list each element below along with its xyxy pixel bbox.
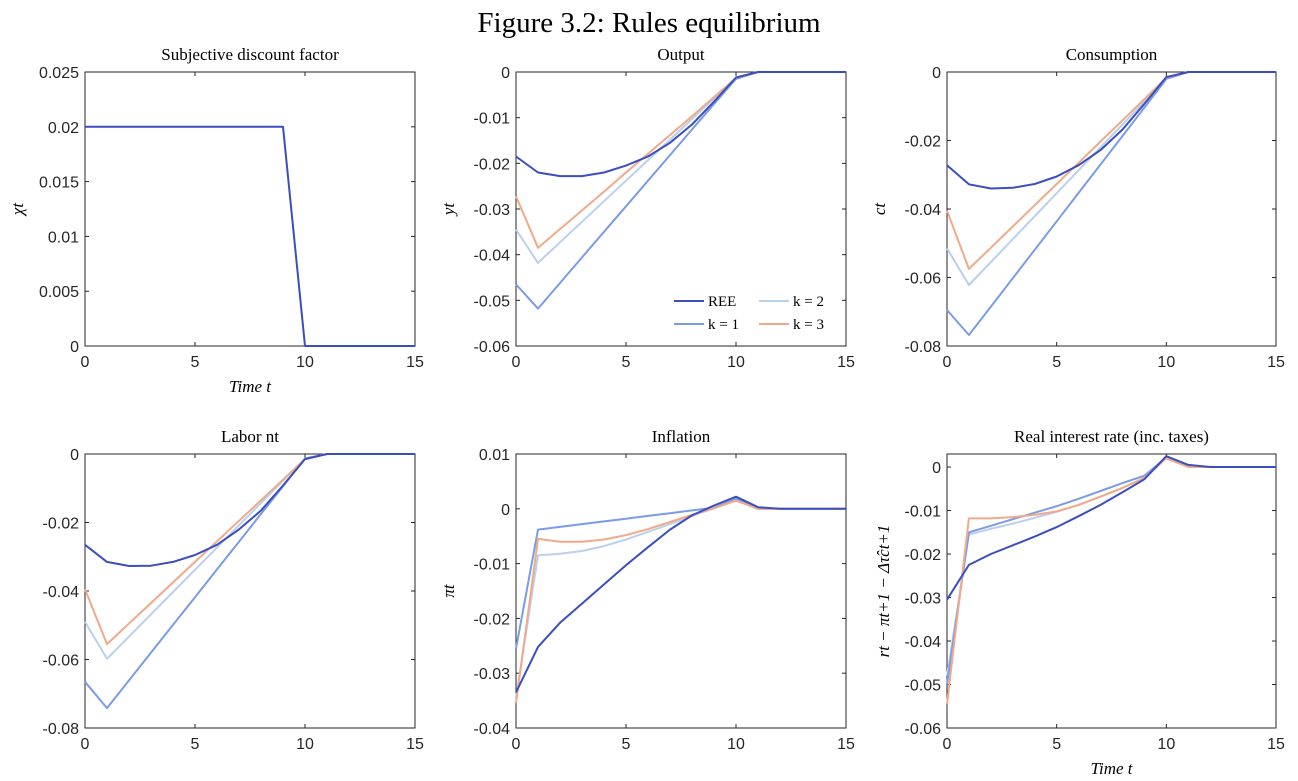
panel-title: Consumption [1066, 45, 1158, 64]
plot-frame [84, 71, 416, 347]
plot-frame [946, 71, 1277, 347]
y-tick-label: -0.03 [905, 591, 942, 608]
x-tick-label: 15 [837, 354, 855, 371]
y-tick-label: -0.02 [905, 134, 942, 151]
x-tick-label: 0 [81, 736, 90, 753]
x-tick-label: 0 [81, 354, 90, 371]
panel-title: Output [657, 45, 705, 64]
y-tick-label: -0.02 [474, 156, 511, 173]
legend-label-k2: k = 2 [793, 294, 824, 310]
y-axis-label: ct [870, 202, 889, 216]
y-tick-label: 0.015 [39, 175, 79, 192]
y-axis-label: rt − πt+1 − Δτ̂ct+1 [874, 525, 893, 658]
y-tick-label: -0.06 [474, 339, 511, 356]
x-tick-label: 10 [1157, 736, 1175, 753]
legend-label-ree: REE [708, 294, 736, 310]
series-line-ree [85, 125, 415, 347]
x-tick-label: 5 [1052, 736, 1061, 753]
x-tick-label: 0 [512, 354, 521, 371]
y-tick-label: -0.03 [474, 666, 511, 683]
plot-frame [946, 453, 1277, 729]
y-tick-label: -0.04 [474, 721, 511, 738]
y-tick-label: 0 [501, 65, 510, 82]
y-tick-label: -0.04 [43, 584, 80, 601]
y-tick-label: 0.01 [479, 447, 510, 464]
y-tick-label: 0 [70, 339, 79, 356]
x-tick-label: 10 [1157, 354, 1175, 371]
y-tick-label: 0 [501, 502, 510, 519]
y-tick-label: 0 [70, 447, 79, 464]
x-axis-label: Time t [229, 377, 272, 396]
y-tick-label: -0.05 [905, 678, 942, 695]
legend-label-k1: k = 1 [708, 317, 739, 333]
x-tick-label: 10 [727, 736, 745, 753]
x-tick-label: 15 [1267, 354, 1285, 371]
series-line-ree [946, 455, 1276, 601]
plot-frame [515, 453, 847, 729]
y-tick-label: -0.08 [905, 339, 942, 356]
figure-title: Figure 3.2: Rules equilibrium [477, 7, 821, 39]
y-axis-label: χt [8, 202, 27, 217]
y-tick-label: 0.01 [48, 229, 79, 246]
x-tick-label: 15 [837, 736, 855, 753]
x-tick-label: 15 [406, 354, 424, 371]
y-axis-label: πt [439, 583, 458, 598]
series-line-ree [84, 453, 415, 567]
x-tick-label: 10 [727, 354, 745, 371]
y-tick-label: -0.02 [474, 611, 511, 628]
y-tick-label: -0.02 [905, 547, 942, 564]
panel-title: Subjective discount factor [161, 45, 339, 64]
legend: REE k = 2 k = 1 k = 3 [674, 294, 824, 333]
y-tick-label: -0.03 [474, 202, 511, 219]
x-tick-label: 5 [622, 736, 631, 753]
panel-3: 0 5 10 15 -0.08 -0.06 -0.04 -0.02 0 Consumption ct [870, 45, 1285, 371]
panel-4: 0 5 10 15 -0.08 -0.06 -0.04 -0.02 0 Labor nt [43, 427, 424, 753]
x-tick-label: 15 [1267, 736, 1285, 753]
y-tick-label: 0.02 [48, 120, 79, 137]
y-axis-label: yt [439, 202, 458, 218]
y-tick-label: -0.04 [905, 634, 942, 651]
x-axis-label: Time t [1090, 759, 1133, 778]
y-tick-label: -0.01 [905, 504, 942, 521]
y-tick-label: -0.02 [43, 516, 80, 533]
y-tick-label: 0.025 [39, 65, 79, 82]
x-tick-label: 5 [1052, 354, 1061, 371]
panel-1: 0 5 10 15 0 0.005 0.01 0.015 0.02 0.025 Subjective… [8, 45, 424, 396]
x-tick-label: 0 [943, 736, 952, 753]
series-line-ree [515, 495, 846, 693]
y-tick-label: -0.06 [43, 653, 80, 670]
x-tick-label: 0 [943, 354, 952, 371]
x-tick-label: 10 [296, 736, 314, 753]
panel-title: Labor nt [221, 427, 279, 446]
x-tick-label: 15 [406, 736, 424, 753]
x-tick-label: 5 [191, 736, 200, 753]
y-tick-label: 0 [932, 460, 941, 477]
x-tick-label: 10 [296, 354, 314, 371]
y-tick-label: -0.04 [905, 202, 942, 219]
y-tick-label: -0.01 [474, 111, 511, 128]
panel-title: Real interest rate (inc. taxes) [1014, 427, 1209, 446]
panel-title: Inflation [652, 427, 711, 446]
y-tick-label: -0.08 [43, 721, 80, 738]
legend-label-k3: k = 3 [793, 317, 824, 333]
y-tick-label: 0 [932, 65, 941, 82]
series-line-ree [515, 71, 846, 178]
x-tick-label: 5 [191, 354, 200, 371]
x-tick-label: 5 [622, 354, 631, 371]
y-tick-label: -0.06 [905, 271, 942, 288]
panel-6: 0 5 10 15 -0.06 -0.05 -0.04 -0.03 -0.02 -0.01 0 Rea… [874, 427, 1285, 778]
panel-2: 0 5 10 15 -0.06 -0.05 -0.04 -0.03 -0.02 -0.01 0 Out… [439, 45, 855, 371]
y-tick-label: -0.01 [474, 557, 511, 574]
y-tick-label: -0.05 [474, 293, 511, 310]
plot-frame [84, 453, 416, 729]
y-tick-label: 0.005 [39, 284, 79, 301]
panel-5: 0 5 10 15 -0.04 -0.03 -0.02 -0.01 0 0.01 Inflation… [439, 427, 855, 753]
x-tick-label: 0 [512, 736, 521, 753]
y-tick-label: -0.04 [474, 248, 511, 265]
y-tick-label: -0.06 [905, 721, 942, 738]
series-line-ree [946, 71, 1276, 190]
